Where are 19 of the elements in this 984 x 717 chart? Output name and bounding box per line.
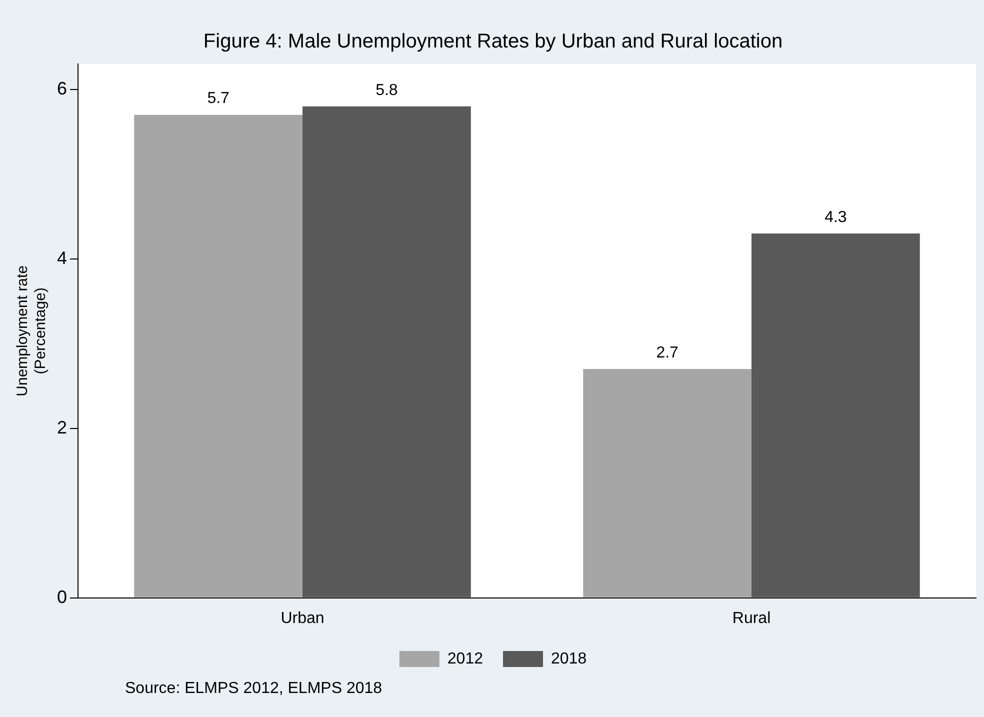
legend-label: 2012 — [447, 650, 484, 668]
data-label: 5.8 — [376, 82, 398, 99]
y-tick-label: 0 — [56, 586, 68, 607]
data-label: 5.7 — [207, 90, 230, 108]
data-label: 4.3 — [824, 208, 847, 226]
x-tick-label: Urban — [280, 610, 324, 627]
legend-label: 2018 — [551, 650, 587, 668]
data-label: 2.7 — [656, 344, 679, 362]
y-tick-label: 2 — [56, 417, 68, 438]
y-tick-label: 4 — [56, 248, 68, 268]
x-tick-label: Rural — [732, 610, 771, 627]
source-note: Source: ELMPS 2012, ELMPS 2018 — [125, 680, 382, 697]
chart-title: Figure 4: Male Unemployment Rates by Urban and Rural location — [203, 30, 783, 53]
bar — [134, 114, 303, 598]
bar — [752, 233, 920, 598]
bar — [302, 106, 471, 598]
y-tick-label: 6 — [56, 78, 68, 98]
y-axis-title: Unemployment rate (Percentage) — [14, 265, 50, 396]
bar — [583, 369, 752, 598]
